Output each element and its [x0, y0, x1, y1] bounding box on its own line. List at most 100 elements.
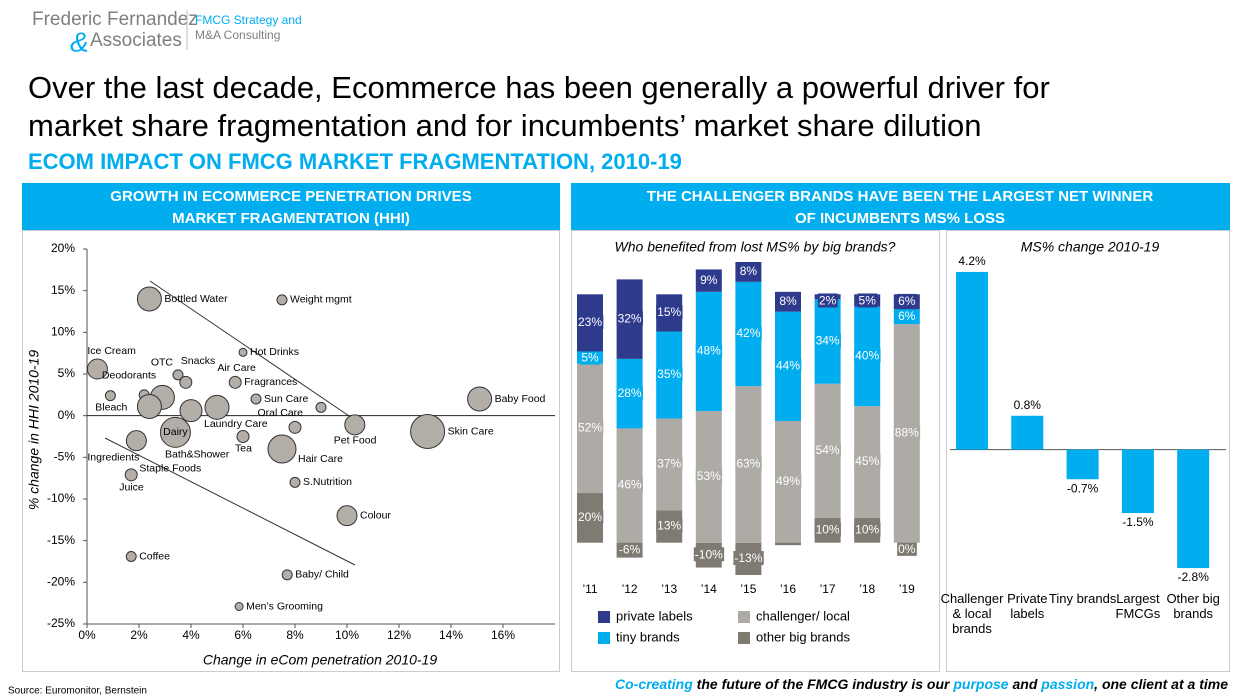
segment-label: 13% — [657, 519, 681, 533]
bubble — [250, 393, 262, 405]
segment-label-bg — [616, 311, 643, 326]
segment-label: 2% — [819, 293, 837, 307]
x-tick-label: 10% — [335, 628, 359, 642]
y-tick-label: -20% — [47, 575, 75, 589]
segment-label: -13% — [734, 551, 762, 565]
bubble — [86, 358, 108, 380]
bubble — [125, 551, 137, 562]
bubble-label: Hair Care — [298, 453, 343, 465]
bubble-label: OTC — [151, 357, 174, 369]
segment-label-bg — [738, 264, 759, 279]
segment-label-bg — [580, 350, 601, 365]
category-label: Challenger & local brands — [940, 591, 1004, 636]
tagline-part: Co-creating — [615, 676, 693, 692]
tagline-part: purpose — [952, 676, 1008, 692]
legend-label: private labels — [616, 608, 693, 623]
bubble-label: Ice Cream — [87, 345, 136, 357]
category-label: Tiny brands — [1048, 591, 1117, 606]
tagline-part: and — [1009, 676, 1042, 692]
x-axis-label: Change in eCom penetration 2010-19 — [203, 652, 437, 668]
x-tick-label: 4% — [182, 628, 200, 642]
segment-label-bg — [814, 522, 841, 537]
category-label: Largest FMCGs — [1115, 591, 1161, 621]
segment-label: 9% — [700, 273, 718, 287]
tagline-part: passion — [1040, 676, 1094, 692]
bar — [1011, 415, 1044, 450]
bubble — [236, 430, 250, 443]
x-tick-label: 14% — [439, 628, 463, 642]
bubble — [172, 369, 184, 381]
segment-label: 52% — [578, 421, 602, 435]
bubble-label: Hot Drinks — [250, 346, 299, 358]
y-tick-label: -5% — [54, 450, 76, 464]
panel-frame — [571, 230, 940, 672]
segment-label-bg — [733, 551, 764, 566]
logo-name: Frederic Fernandez — [32, 9, 198, 30]
x-tick-label: ’12 — [622, 582, 638, 596]
category-label: Other big brands — [1166, 591, 1220, 621]
tagline: Co-creating the future of the FMCG indus… — [615, 676, 1228, 692]
segment-label: 45% — [855, 454, 879, 468]
segment-label: 49% — [776, 474, 800, 488]
panel-header — [22, 183, 560, 230]
bubble-label: Weight mgmt — [290, 294, 352, 306]
x-tick-label: ’17 — [820, 582, 836, 596]
bubble — [204, 394, 230, 420]
value-label: 4.2% — [958, 254, 986, 268]
bubble — [467, 386, 493, 412]
segment-label-bg — [617, 542, 642, 557]
x-tick-label: 8% — [286, 628, 304, 642]
x-tick-label: 0% — [78, 628, 96, 642]
x-tick-label: 16% — [491, 628, 515, 642]
segment-label: 40% — [855, 349, 879, 363]
bubble — [179, 375, 193, 389]
y-axis-label: % change in HHI 2010-19 — [26, 350, 42, 511]
bubble-label: Deodorants — [102, 370, 156, 382]
panel-frame — [946, 230, 1230, 672]
bubble — [136, 286, 162, 312]
segment-label: 54% — [816, 443, 840, 457]
segment-label: 53% — [697, 469, 721, 483]
bubble — [104, 390, 116, 402]
panel-header-text: OF INCUMBENTS MS% LOSS — [795, 210, 1005, 227]
segment-label: -6% — [619, 542, 641, 556]
bubble-label: Staple Foods — [139, 462, 201, 474]
chart-title: Who benefited from lost MS% by big brand… — [615, 239, 896, 255]
x-tick-label: ’14 — [701, 582, 717, 596]
bubble-label: Fragrances — [244, 376, 297, 388]
segment-label-bg — [576, 510, 604, 525]
segment-label: 6% — [898, 294, 916, 308]
segment-label: 8% — [740, 264, 758, 278]
x-tick-label: 2% — [130, 628, 148, 642]
segment-label-bg — [695, 343, 723, 358]
segment-label: 28% — [618, 386, 642, 400]
title: Over the last decade, Ecommerce has been… — [28, 70, 1050, 105]
panel-header-text: THE CHALLENGER BRANDS HAVE BEEN THE LARG… — [647, 188, 1154, 205]
segment-label: 44% — [776, 359, 800, 373]
bubble-label: Oral Care — [257, 407, 303, 419]
bubble-label: Men’s Grooming — [246, 600, 323, 612]
segment-label-bg — [774, 358, 802, 373]
bubble — [136, 394, 162, 419]
bubble — [238, 347, 248, 357]
segment-label-bg — [695, 469, 723, 484]
segment-label-bg — [814, 333, 841, 348]
bubble-label: Ingredients — [87, 451, 139, 463]
segment-label-bg — [897, 308, 917, 323]
bubble-label: Bottled Water — [164, 293, 228, 305]
segment-label: 10% — [855, 522, 879, 536]
x-tick-label: 6% — [234, 628, 252, 642]
bubble — [159, 416, 191, 448]
value-label: -0.7% — [1067, 481, 1099, 495]
segment-label-bg — [576, 420, 604, 435]
trend-line — [149, 280, 356, 421]
segment-label: 0% — [898, 542, 916, 556]
bubble-label: Pet Food — [334, 435, 377, 447]
legend-swatch — [598, 632, 610, 644]
legend-label: challenger/ local — [756, 608, 850, 623]
bubble-label: Coffee — [139, 550, 170, 562]
x-tick-label: ’15 — [740, 582, 756, 596]
x-tick-label: 12% — [387, 628, 411, 642]
bubble-label: Tea — [235, 442, 252, 454]
